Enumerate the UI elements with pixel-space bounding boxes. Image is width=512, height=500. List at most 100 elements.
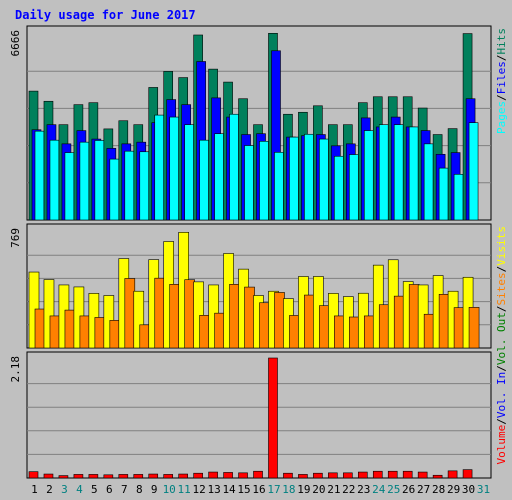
volume-bar	[238, 472, 248, 479]
legend-entry: /	[495, 418, 508, 425]
sites-bar	[453, 307, 465, 349]
pages-bar	[334, 155, 344, 221]
volume-bar	[313, 472, 323, 479]
x-tick-label: 25	[387, 483, 400, 496]
sites-bar	[334, 315, 345, 349]
pages-bar	[214, 133, 224, 221]
pages-bar	[319, 138, 329, 221]
x-tick-label: 26	[402, 483, 415, 496]
legend-entry: Hits	[495, 28, 508, 55]
pages-bar	[124, 150, 135, 221]
pages-bar	[169, 116, 180, 221]
pages-bar	[64, 152, 75, 221]
pages-bar	[274, 152, 284, 221]
volume-bar	[417, 471, 428, 479]
pages-bar	[438, 167, 449, 221]
sites-bar	[393, 295, 405, 349]
visits-bar	[193, 281, 204, 349]
sites-bar	[34, 308, 46, 349]
x-tick-label: 3	[61, 483, 68, 496]
volume-bar	[28, 471, 39, 479]
visits-bar	[133, 290, 145, 349]
pages-bar	[139, 151, 150, 221]
volume-bar	[372, 470, 383, 479]
volume-bar	[357, 471, 368, 479]
visits-bar	[43, 279, 55, 349]
sites-bar	[408, 284, 420, 349]
x-tick-label: 4	[76, 483, 83, 496]
volume-bar	[148, 473, 159, 479]
volume-bar	[193, 472, 203, 479]
pages-bar	[453, 174, 464, 221]
sites-bar	[438, 293, 450, 349]
legend-entry: /	[495, 55, 508, 62]
x-tick-label: 21	[327, 483, 340, 496]
sites-bar	[289, 315, 300, 349]
x-tick-label: 31	[477, 483, 490, 496]
legend-entry: /	[495, 266, 508, 273]
sites-bar	[229, 284, 240, 349]
volume-bar	[73, 474, 84, 479]
x-tick-label: 24	[372, 483, 386, 496]
volume-bar	[283, 472, 293, 479]
pages-bar	[184, 124, 194, 221]
y-max-label: 6666	[9, 30, 22, 57]
x-tick-label: 1	[31, 483, 38, 496]
chart-title: Daily usage for June 2017	[15, 8, 196, 22]
pages-bar	[79, 141, 90, 221]
sites-bar	[349, 316, 360, 349]
volume-bar	[253, 470, 263, 479]
x-tick-label: 5	[91, 483, 98, 496]
x-tick-label: 18	[282, 483, 295, 496]
legend-entry: Pages	[495, 101, 508, 134]
sites-bar	[363, 315, 375, 349]
sites-bar	[244, 286, 255, 349]
volume-bar	[118, 474, 129, 479]
volume-bar	[163, 474, 174, 479]
x-tick-label: 27	[417, 483, 430, 496]
x-tick-label: 6	[106, 483, 113, 496]
x-tick-label: 23	[357, 483, 370, 496]
volume-bar	[43, 473, 54, 479]
volume-bar	[298, 474, 308, 479]
volume-bar	[268, 357, 278, 479]
sites-bar	[109, 320, 121, 349]
x-tick-label: 12	[193, 483, 206, 496]
volume-bar	[88, 474, 99, 479]
legend-entry: /	[495, 365, 508, 372]
x-tick-label: 19	[297, 483, 310, 496]
volume-bar	[133, 474, 144, 479]
volume-bar	[343, 472, 353, 479]
sites-bar	[154, 277, 166, 349]
x-tick-label: 29	[447, 483, 460, 496]
sites-bar	[214, 312, 225, 349]
legend-entry: Vol. In	[495, 372, 508, 418]
y-axis-legend: Pages/Files/Hits	[495, 28, 508, 134]
volume-bar	[58, 475, 69, 479]
sites-bar	[124, 278, 136, 349]
sites-bar	[274, 292, 285, 349]
pages-bar	[304, 133, 314, 221]
pages-bar	[244, 145, 254, 221]
volume-bar	[402, 470, 413, 479]
x-tick-label: 11	[178, 483, 191, 496]
pages-bar	[363, 130, 374, 221]
pages-bar	[423, 143, 434, 221]
legend-entry: /	[495, 306, 508, 313]
plot-area	[26, 351, 492, 479]
x-tick-label: 10	[163, 483, 176, 496]
sites-bar	[304, 294, 315, 349]
pages-bar	[199, 139, 209, 221]
pages-bar	[393, 124, 404, 221]
x-tick-label: 14	[222, 483, 236, 496]
x-tick-label: 28	[432, 483, 445, 496]
sites-bar	[79, 315, 91, 349]
pages-bar	[468, 122, 479, 221]
pages-bar	[109, 158, 120, 221]
x-tick-label: 30	[462, 483, 475, 496]
pages-bar	[49, 139, 60, 221]
sites-bar	[169, 284, 181, 349]
legend-entry: Vol. Out	[495, 312, 508, 365]
